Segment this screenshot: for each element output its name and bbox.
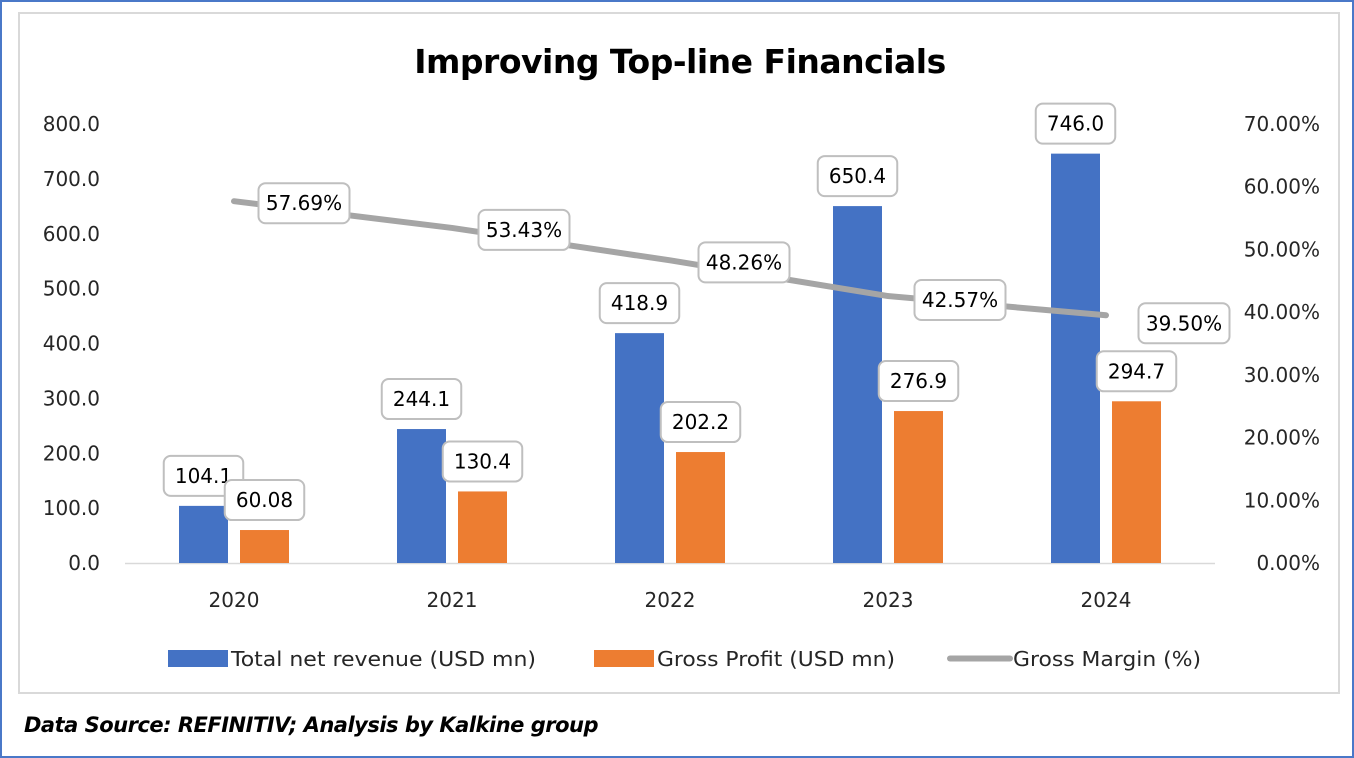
legend-revenue-label: Total net revenue (USD mn) [230, 647, 536, 671]
x-axis-tick-label: 2024 [1081, 588, 1132, 612]
bar-revenue [615, 333, 664, 563]
gross-profit-data-label: 202.2 [672, 410, 729, 434]
legend-revenue-swatch [168, 650, 228, 667]
gross-margin-data-label-box [913, 279, 1007, 322]
gross-profit-data-label-box [1095, 350, 1178, 393]
gross-margin-data-label-group: 57.69% [257, 182, 351, 225]
right-axis-tick-label: 50.00% [1244, 237, 1320, 261]
x-axis-tick-label: 2021 [427, 588, 478, 612]
revenue-data-label: 650.4 [829, 164, 886, 188]
left-axis-tick-label: 300.0 [43, 386, 100, 410]
right-axis-tick-label: 0.00% [1256, 551, 1320, 575]
revenue-data-label-group: 650.4 [816, 155, 899, 198]
x-axis-tick-label: 2023 [863, 588, 914, 612]
gross-margin-data-label: 57.69% [266, 191, 342, 215]
left-axis-tick-label: 200.0 [43, 441, 100, 465]
gross-profit-data-label-group: 276.9 [877, 360, 960, 403]
gross-margin-data-label: 42.57% [922, 288, 998, 312]
revenue-data-label-group: 104.1 [162, 454, 245, 497]
revenue-data-label-group: 418.9 [598, 282, 681, 325]
gross-margin-data-label-group: 42.57% [913, 279, 1007, 322]
gross-margin-data-label: 53.43% [486, 218, 562, 242]
right-axis-tick-label: 60.00% [1244, 175, 1320, 199]
legend-gross-margin-label: Gross Margin (%) [1013, 647, 1201, 671]
bar-gross-profit [458, 491, 507, 563]
left-axis-tick-label: 100.0 [43, 496, 100, 520]
gross-profit-data-label: 130.4 [454, 449, 511, 473]
bar-revenue [179, 505, 228, 563]
revenue-data-label: 104.1 [175, 464, 232, 488]
gross-margin-data-label: 39.50% [1146, 311, 1222, 335]
bar-revenue [397, 429, 446, 563]
legend-gross-profit-label: Gross Profit (USD mn) [657, 647, 895, 671]
legend-gross-profit-swatch [594, 650, 654, 667]
gross-profit-data-label-group: 130.4 [441, 440, 524, 483]
x-axis-tick-label: 2020 [209, 588, 260, 612]
revenue-data-label: 746.0 [1047, 112, 1104, 136]
gross-margin-data-label-box [257, 182, 351, 225]
data-source-footer: Data Source: REFINITIV; Analysis by Kalk… [24, 713, 599, 737]
gross-profit-data-label-group: 202.2 [659, 401, 742, 444]
right-axis-tick-label: 70.00% [1244, 112, 1320, 136]
left-axis-tick-label: 700.0 [43, 167, 100, 191]
gross-profit-data-label: 294.7 [1108, 359, 1165, 383]
gross-profit-data-label-box [441, 440, 524, 483]
gross-margin-data-label-box [477, 208, 571, 251]
gross-profit-data-label: 276.9 [890, 369, 947, 393]
gross-margin-data-label: 48.26% [706, 250, 782, 274]
revenue-data-label-box [598, 282, 681, 325]
gross-margin-data-label-group: 48.26% [697, 241, 791, 284]
revenue-data-label: 418.9 [611, 291, 668, 315]
gross-profit-data-label: 60.08 [236, 488, 293, 512]
gross-profit-data-label-group: 60.08 [223, 479, 306, 522]
gross-profit-data-label-box [659, 401, 742, 444]
right-axis-tick-label: 20.00% [1244, 426, 1320, 450]
right-axis-tick-label: 30.00% [1244, 363, 1320, 387]
gross-margin-data-label-box [697, 241, 791, 284]
chart-title: Improving Top-line Financials [414, 42, 945, 81]
bar-gross-profit [676, 452, 725, 563]
revenue-data-label-box [816, 155, 899, 198]
revenue-data-label-box [1034, 102, 1117, 145]
bar-revenue [833, 206, 882, 563]
gross-margin-data-label-group: 53.43% [477, 208, 571, 251]
right-axis-tick-label: 40.00% [1244, 300, 1320, 324]
bar-gross-profit [1112, 401, 1161, 563]
left-axis-tick-label: 400.0 [43, 332, 100, 356]
gross-profit-data-label-group: 294.7 [1095, 350, 1178, 393]
gross-profit-data-label-box [877, 360, 960, 403]
x-axis-tick-label: 2022 [645, 588, 696, 612]
left-axis-tick-label: 800.0 [43, 112, 100, 136]
right-axis-tick-label: 10.00% [1244, 488, 1320, 512]
revenue-data-label-box [162, 454, 245, 497]
gross-profit-data-label-box [223, 479, 306, 522]
left-axis-tick-label: 600.0 [43, 222, 100, 246]
revenue-data-label-group: 244.1 [380, 378, 463, 421]
left-axis-tick-label: 0.0 [68, 551, 100, 575]
bar-gross-profit [240, 530, 289, 563]
revenue-data-label-group: 746.0 [1034, 102, 1117, 145]
bar-revenue [1051, 153, 1100, 563]
revenue-data-label-box [380, 378, 463, 421]
revenue-data-label: 244.1 [393, 387, 450, 411]
gross-margin-data-label-box [1137, 302, 1231, 345]
left-axis-tick-label: 500.0 [43, 277, 100, 301]
gross-margin-data-label-group: 39.50% [1137, 302, 1231, 345]
bar-gross-profit [894, 411, 943, 563]
